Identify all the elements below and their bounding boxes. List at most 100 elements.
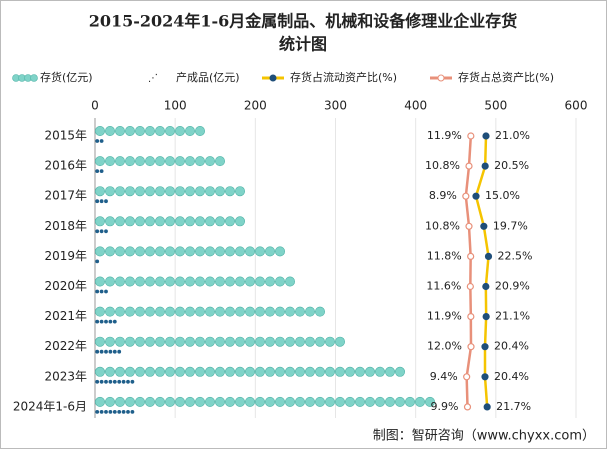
legend-label: 产成品(亿元) — [176, 70, 240, 84]
bar-symbol — [284, 306, 295, 317]
bar-symbol — [215, 246, 226, 257]
inventory-bar — [95, 186, 246, 197]
bar-symbol — [225, 186, 236, 197]
bar-symbol — [135, 216, 146, 227]
bar-symbol — [165, 276, 176, 287]
bar-symbol — [145, 126, 156, 137]
bar-symbol — [384, 366, 395, 377]
bar-symbol — [255, 246, 266, 257]
bar-symbol — [125, 366, 136, 377]
bar-symbol — [394, 366, 405, 377]
bar-symbol — [225, 336, 236, 347]
inventory-bar — [95, 156, 226, 167]
bar-symbol — [235, 396, 246, 407]
bar-symbol — [314, 306, 325, 317]
ratio-point — [463, 373, 471, 381]
bar-symbol — [115, 336, 126, 347]
product-bar — [95, 229, 108, 234]
bar-symbol — [145, 156, 156, 167]
bar-symbol — [175, 186, 186, 197]
bar-symbol — [105, 336, 116, 347]
data-label: 22.5% — [498, 249, 533, 262]
ratio-point — [472, 192, 480, 200]
bar-symbol — [354, 366, 365, 377]
bar-symbol — [185, 156, 196, 167]
bar-symbol — [99, 199, 104, 204]
bar-symbol — [185, 216, 196, 227]
bar-symbol — [294, 396, 305, 407]
bar-symbol — [99, 289, 104, 294]
bar-symbol — [195, 126, 206, 137]
source: 制图：智研咨询（www.chyxx.com） — [373, 429, 595, 444]
bar-symbol — [125, 186, 136, 197]
bar-symbol — [105, 396, 116, 407]
bar-symbol — [215, 156, 226, 167]
bar-symbol — [105, 246, 116, 257]
ratio-point — [481, 373, 489, 381]
bar-symbol — [255, 396, 266, 407]
product-bar — [95, 319, 117, 324]
bar-symbol — [205, 276, 216, 287]
bar-symbol — [414, 396, 425, 407]
bar-symbol — [334, 396, 345, 407]
bar-symbol — [215, 306, 226, 317]
bar-symbol — [155, 396, 166, 407]
bar-symbol — [95, 126, 106, 137]
bar-symbol — [205, 366, 216, 377]
bar-symbol — [235, 306, 246, 317]
bar-symbol — [165, 246, 176, 257]
bar-symbol — [284, 396, 295, 407]
ratio-point — [481, 343, 489, 351]
bar-symbol — [404, 396, 415, 407]
bar-symbol — [175, 396, 186, 407]
bar-symbol — [225, 396, 236, 407]
bar-symbol — [115, 276, 126, 287]
bar-symbol — [165, 186, 176, 197]
bar-symbol — [99, 410, 104, 414]
bar-symbol — [135, 246, 146, 257]
bar-symbol — [225, 246, 236, 257]
ratio-point — [467, 252, 475, 260]
bar-symbol — [185, 396, 196, 407]
bar-symbol — [284, 336, 295, 347]
bar-symbol — [155, 126, 166, 137]
ratio-line — [464, 135, 473, 407]
bar-symbol — [374, 366, 385, 377]
bar-symbol — [95, 379, 100, 384]
bar-symbol — [185, 306, 196, 317]
bar-symbol — [364, 366, 375, 377]
bar-symbol — [99, 139, 104, 143]
bar-symbol — [121, 410, 126, 414]
bar-symbol — [304, 366, 315, 377]
bar-symbol — [165, 306, 176, 317]
legend-label: 存货占总资产比(%) — [458, 70, 554, 84]
bar-symbol — [130, 410, 135, 414]
bar-symbol — [104, 349, 108, 354]
bar-symbol — [255, 336, 266, 347]
bar-symbol — [245, 396, 256, 407]
bar-symbol — [384, 396, 395, 407]
bar-symbol — [95, 246, 106, 257]
bar-symbol — [145, 336, 156, 347]
bar-symbol — [108, 319, 113, 324]
chart-title: 统计图 — [279, 35, 327, 54]
ratio-line — [474, 135, 490, 407]
inventory-bar — [95, 126, 206, 137]
bar-symbol — [125, 336, 136, 347]
bar-symbol — [175, 336, 186, 347]
bar-symbol — [314, 336, 325, 347]
x-tick-label: 500 — [484, 99, 507, 113]
bar-symbol — [225, 276, 236, 287]
data-label: 20.9% — [495, 280, 530, 293]
bar-symbol — [145, 246, 156, 257]
bar-symbol — [175, 156, 186, 167]
bar-symbol — [115, 246, 126, 257]
bar-symbol — [374, 396, 385, 407]
inventory-bar — [95, 246, 285, 257]
bar-symbol — [135, 366, 146, 377]
bar-symbol — [344, 396, 355, 407]
legend-icon — [269, 74, 277, 82]
bar-symbol — [135, 156, 146, 167]
bar-symbol — [195, 276, 206, 287]
bar-symbol — [235, 336, 246, 347]
